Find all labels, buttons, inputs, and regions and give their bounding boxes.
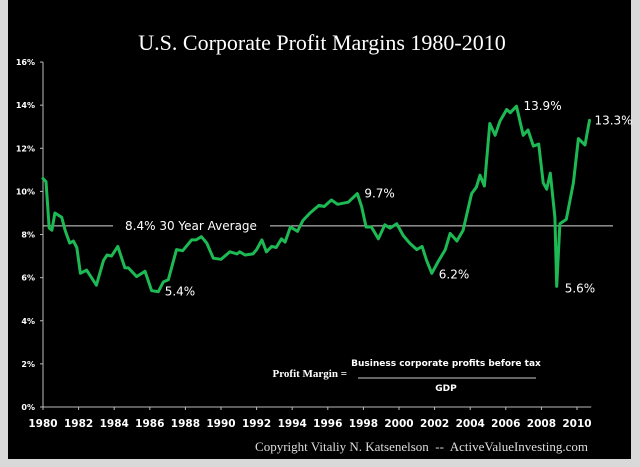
x-tick-label: 2006: [491, 418, 520, 430]
chart-panel: [8, 0, 631, 459]
series-group: [41, 104, 591, 294]
y-tick-label: 12%: [16, 144, 35, 153]
average-label: 8.4% 30 Year Average: [125, 219, 257, 233]
data-label: 5.6%: [565, 281, 596, 295]
y-tick-label: 4%: [21, 317, 35, 326]
chart-title: U.S. Corporate Profit Margins 1980-2010: [138, 30, 505, 55]
annotations: 5.4% 9.7% 6.2% 13.9% 5.6% 13.3%: [165, 99, 633, 298]
x-tick-label: 1990: [206, 418, 235, 430]
y-tick-label: 2%: [21, 360, 35, 369]
copyright: Copyright Vitaliy N. Katsenelson -- Acti…: [255, 439, 588, 454]
x-tick-label: 1984: [100, 418, 129, 430]
x-tick-label: 1994: [278, 418, 307, 430]
x-tick-label: 2004: [456, 418, 485, 430]
y-tick-label: 16%: [16, 58, 35, 67]
data-label: 9.7%: [364, 187, 395, 201]
profit-margin-line: [41, 104, 591, 294]
y-tick-label: 8%: [21, 231, 35, 240]
x-tick-label: 2010: [562, 418, 591, 430]
data-label: 13.3%: [594, 113, 632, 127]
y-axis: 0% 2% 4% 6% 8% 10% 12% 14% 16%: [16, 58, 44, 412]
y-tick-label: 0%: [21, 403, 35, 412]
data-label: 5.4%: [165, 285, 196, 299]
y-tick-label: 6%: [21, 274, 35, 283]
y-tick-label: 10%: [16, 187, 35, 196]
formula-denominator: GDP: [435, 384, 457, 394]
x-tick-label: 2008: [527, 418, 556, 430]
x-tick-label: 1980: [28, 418, 57, 430]
formula-numerator: Business corporate profits before tax: [351, 359, 541, 369]
data-label: 13.9%: [523, 99, 561, 113]
formula: Profit Margin = Business corporate profi…: [273, 359, 542, 394]
x-tick-label: 1992: [242, 418, 271, 430]
x-tick-label: 2000: [384, 418, 413, 430]
x-tick-label: 1998: [349, 418, 378, 430]
y-tick-label: 14%: [16, 101, 35, 110]
x-tick-label: 1996: [313, 418, 342, 430]
formula-lhs: Profit Margin =: [273, 368, 348, 380]
x-tick-label: 1986: [135, 418, 164, 430]
data-label: 6.2%: [439, 267, 470, 281]
x-tick-label: 1982: [64, 418, 93, 430]
x-axis: 1980 1982 1984 1986 1988 1990 1992 1994 1996 1998…: [28, 406, 592, 430]
x-tick-label: 2002: [420, 418, 449, 430]
average-line-group: 8.4% 30 Year Average: [43, 219, 613, 233]
x-tick-label: 1988: [171, 418, 200, 430]
